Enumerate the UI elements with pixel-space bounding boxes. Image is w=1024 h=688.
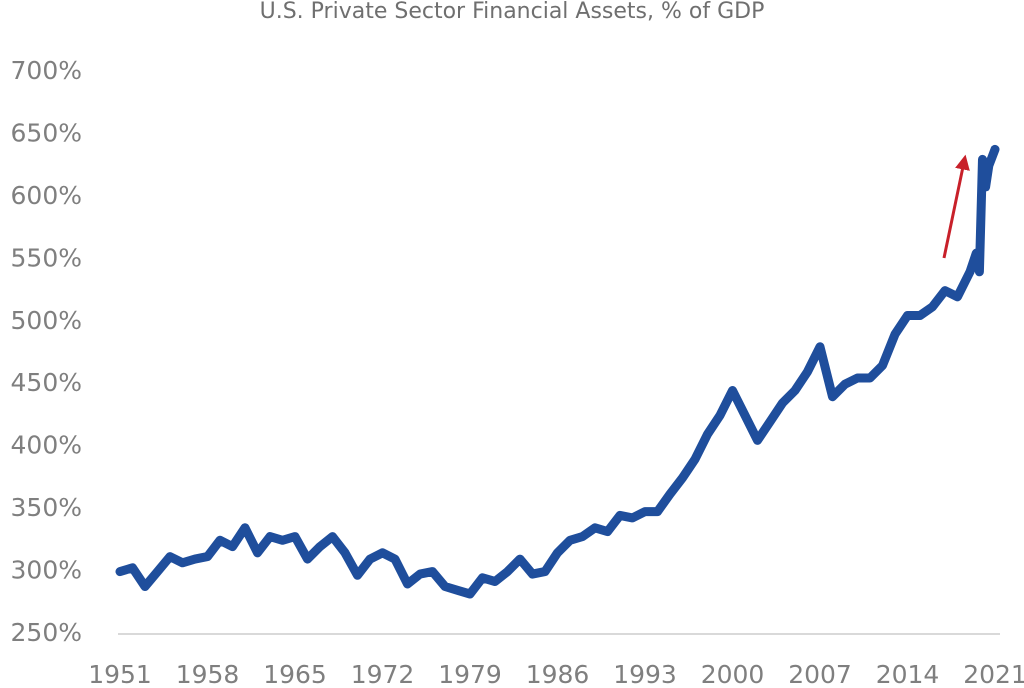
x-tick-label: 1986 (526, 660, 590, 688)
y-tick-label: 300% (11, 556, 82, 585)
x-tick-label: 1958 (176, 660, 240, 688)
x-tick-label: 1993 (613, 660, 677, 688)
y-tick-label: 400% (11, 431, 82, 460)
x-tick-label: 2014 (876, 660, 940, 688)
y-tick-label: 600% (11, 181, 82, 210)
x-tick-label: 2007 (788, 660, 852, 688)
x-tick-label: 2000 (701, 660, 765, 688)
x-tick-label: 1972 (351, 660, 415, 688)
y-tick-label: 650% (11, 118, 82, 147)
y-tick-label: 500% (11, 306, 82, 335)
y-tick-label: 550% (11, 243, 82, 272)
y-tick-label: 250% (11, 618, 82, 647)
annotation-arrow (942, 154, 970, 259)
chart-title: U.S. Private Sector Financial Assets, % … (260, 0, 765, 24)
x-tick-label: 1979 (438, 660, 502, 688)
x-tick-label: 1951 (88, 660, 152, 688)
y-tick-label: 700% (11, 56, 82, 85)
data-line (115, 144, 1000, 599)
x-tick-label: 1965 (263, 660, 327, 688)
y-tick-label: 450% (11, 368, 82, 397)
x-tick-label: 2021 (963, 660, 1024, 688)
y-tick-label: 350% (11, 493, 82, 522)
